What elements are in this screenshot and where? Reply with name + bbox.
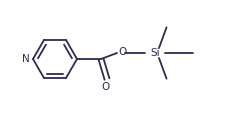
Text: O: O (101, 82, 110, 92)
Text: Si: Si (150, 48, 159, 58)
Text: O: O (117, 47, 126, 57)
Text: N: N (22, 54, 30, 64)
